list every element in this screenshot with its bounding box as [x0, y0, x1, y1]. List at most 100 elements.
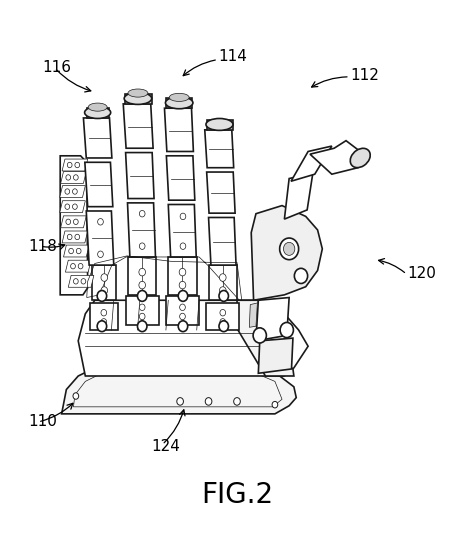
Circle shape — [66, 219, 71, 225]
Polygon shape — [209, 217, 236, 265]
Polygon shape — [68, 275, 94, 287]
Circle shape — [137, 321, 147, 332]
Text: 110: 110 — [28, 414, 57, 430]
Polygon shape — [205, 130, 234, 168]
Circle shape — [234, 398, 240, 405]
Circle shape — [101, 287, 108, 294]
Circle shape — [220, 309, 226, 316]
Polygon shape — [128, 257, 156, 295]
Circle shape — [73, 189, 77, 194]
Polygon shape — [126, 296, 159, 325]
Circle shape — [178, 291, 188, 301]
Circle shape — [75, 162, 80, 168]
Polygon shape — [206, 303, 239, 330]
Circle shape — [101, 319, 107, 325]
Polygon shape — [310, 141, 360, 174]
Circle shape — [180, 243, 186, 249]
Circle shape — [139, 281, 146, 289]
Circle shape — [139, 304, 145, 311]
Circle shape — [69, 248, 73, 254]
Circle shape — [219, 287, 226, 294]
Ellipse shape — [165, 97, 193, 109]
Ellipse shape — [128, 89, 148, 97]
Circle shape — [294, 268, 308, 283]
Circle shape — [98, 219, 103, 225]
Polygon shape — [128, 203, 155, 257]
Text: 120: 120 — [408, 266, 437, 281]
Polygon shape — [61, 171, 86, 183]
Circle shape — [139, 313, 145, 320]
Circle shape — [179, 281, 186, 289]
Polygon shape — [62, 159, 88, 171]
Circle shape — [97, 321, 107, 332]
Polygon shape — [60, 186, 85, 197]
Polygon shape — [61, 216, 86, 228]
Circle shape — [101, 309, 107, 316]
Circle shape — [139, 268, 146, 276]
Polygon shape — [83, 118, 112, 158]
Ellipse shape — [206, 118, 233, 130]
Circle shape — [177, 398, 183, 405]
Circle shape — [67, 162, 72, 168]
Circle shape — [280, 322, 293, 338]
Ellipse shape — [88, 103, 107, 111]
Circle shape — [139, 210, 145, 217]
Polygon shape — [166, 296, 199, 325]
Polygon shape — [168, 257, 197, 295]
Circle shape — [137, 291, 147, 301]
Polygon shape — [92, 265, 116, 300]
Circle shape — [219, 321, 228, 332]
Polygon shape — [251, 206, 322, 300]
Polygon shape — [258, 338, 293, 373]
Circle shape — [98, 251, 103, 258]
Polygon shape — [65, 260, 91, 272]
Circle shape — [73, 219, 78, 225]
Circle shape — [71, 263, 75, 269]
Circle shape — [75, 234, 80, 240]
Text: 116: 116 — [43, 60, 72, 75]
Polygon shape — [123, 104, 153, 148]
Polygon shape — [256, 298, 289, 341]
Text: 112: 112 — [351, 68, 380, 83]
Circle shape — [180, 213, 186, 220]
Polygon shape — [207, 172, 235, 213]
Circle shape — [73, 279, 78, 284]
Circle shape — [73, 175, 78, 180]
Ellipse shape — [84, 107, 110, 118]
Circle shape — [219, 274, 226, 281]
Circle shape — [253, 328, 266, 343]
Polygon shape — [87, 108, 109, 118]
Circle shape — [78, 263, 83, 269]
Circle shape — [65, 204, 70, 209]
Circle shape — [139, 243, 145, 249]
Text: 118: 118 — [28, 239, 57, 254]
Circle shape — [179, 268, 186, 276]
Circle shape — [81, 279, 86, 284]
Polygon shape — [166, 156, 195, 200]
Text: 114: 114 — [218, 49, 247, 64]
Circle shape — [283, 242, 295, 255]
Polygon shape — [237, 300, 294, 376]
Circle shape — [205, 398, 212, 405]
Polygon shape — [126, 153, 154, 199]
Polygon shape — [90, 303, 118, 330]
Circle shape — [101, 274, 108, 281]
Circle shape — [66, 175, 71, 180]
Polygon shape — [62, 231, 88, 243]
Polygon shape — [166, 98, 192, 108]
Polygon shape — [60, 201, 85, 213]
Polygon shape — [125, 94, 152, 104]
Polygon shape — [291, 146, 332, 181]
Circle shape — [280, 238, 299, 260]
Polygon shape — [207, 120, 233, 130]
Circle shape — [219, 291, 228, 301]
Circle shape — [180, 304, 185, 311]
Polygon shape — [284, 173, 313, 219]
Polygon shape — [249, 303, 257, 327]
Circle shape — [272, 401, 278, 408]
Circle shape — [65, 189, 70, 194]
Text: FIG.2: FIG.2 — [201, 480, 273, 509]
Polygon shape — [164, 108, 193, 151]
Polygon shape — [168, 204, 196, 257]
Circle shape — [97, 291, 107, 301]
